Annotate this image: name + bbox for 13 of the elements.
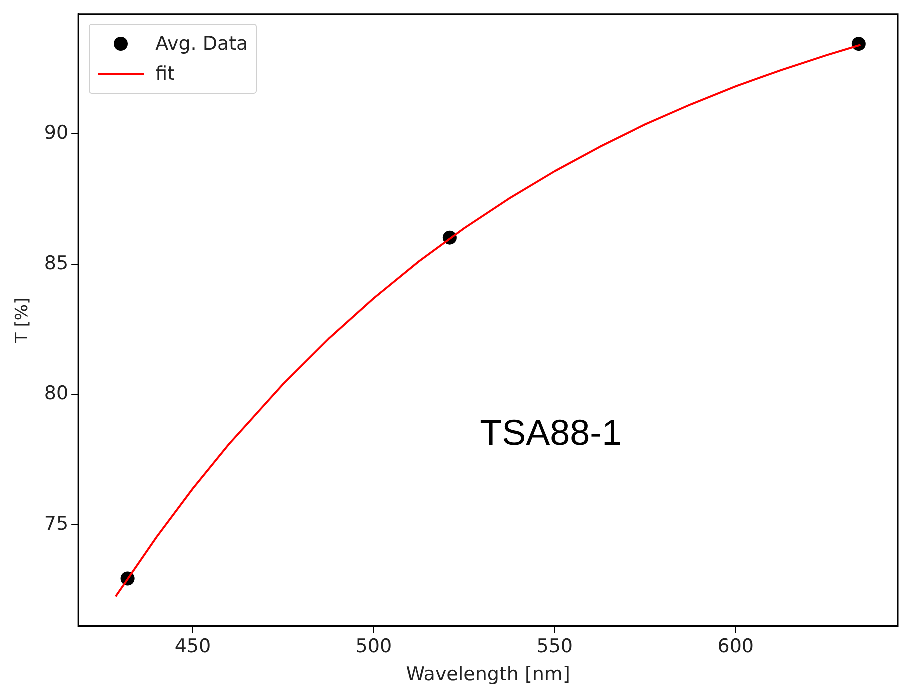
x-tick-label: 500 — [356, 636, 392, 658]
x-tick-label: 550 — [536, 636, 574, 658]
legend-label: Avg. Data — [156, 33, 248, 56]
legend-label: fit — [156, 63, 175, 86]
y-tick-label: 80 — [44, 382, 69, 405]
y-tick-label: 90 — [44, 122, 69, 144]
x-axis-title: Wavelength [nm] — [406, 664, 570, 686]
x-tick-label: 450 — [174, 636, 212, 658]
x-tick-label: 600 — [718, 636, 754, 658]
y-tick-label: 85 — [44, 252, 69, 274]
y-tick-label: 75 — [44, 512, 69, 535]
annotation: TSA88-1 — [480, 412, 622, 454]
y-axis-title: T [%] — [12, 298, 33, 344]
